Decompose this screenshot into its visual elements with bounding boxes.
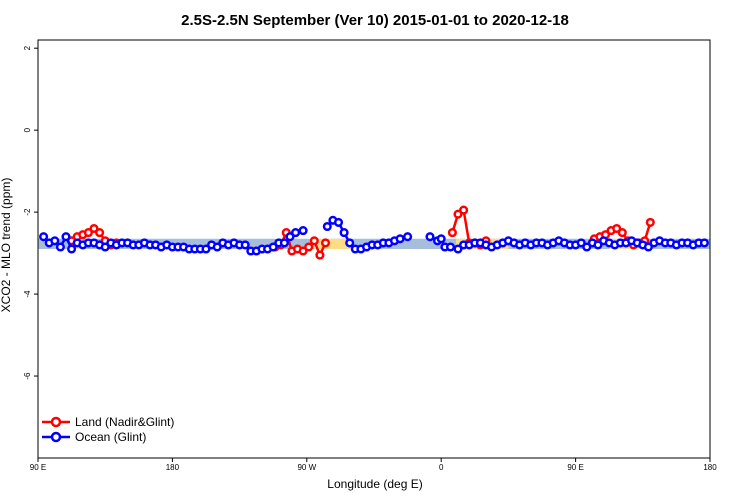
land-point [298,246,308,256]
legend-ocean-label: Ocean (Glint) [75,430,146,444]
ocean-point [345,238,355,248]
ocean-point [201,244,211,254]
x-tick-label: 0 [439,463,444,472]
ocean-point [643,242,653,252]
ocean-point [100,242,110,252]
land-point [459,205,469,215]
x-tick-label: 90 E [567,463,583,472]
y-tick-label: -6 [23,372,32,380]
ocean-point [212,242,222,252]
ocean-point [593,240,603,250]
land-point [453,209,463,219]
ocean-point [576,238,586,248]
ocean-point [67,244,77,254]
y-axis-label: XCO2 - MLO trend (ppm) [0,178,13,313]
ocean-point [268,242,278,252]
ocean-point [445,242,456,252]
series-layer [39,205,709,260]
land-point [617,228,627,238]
ocean-point [333,217,344,227]
ocean-point [285,232,295,242]
land-point [304,242,314,252]
ocean-point [453,244,463,254]
x-axis-label: Longitude (deg E) [327,477,422,491]
ocean-point [403,232,413,242]
ocean-point [582,242,592,252]
ocean-point [55,242,65,252]
y-tick-label: -4 [23,290,32,298]
y-axis: 2 0 -2 -4 -6 [23,45,38,380]
land-point [95,228,105,238]
ocean-point [240,240,250,250]
y-tick-label: 0 [23,127,32,132]
x-tick-label: 90 W [297,463,316,472]
ocean-point [322,221,332,232]
plot-frame [37,39,711,459]
legend: Land (Nadir&Glint)Ocean (Glint) [42,415,174,444]
land-point [645,217,655,227]
land-point [89,223,99,234]
ocean-point [436,234,446,244]
land-point [320,238,331,248]
ocean-point [39,232,49,242]
x-tick-label: 90 E [30,463,46,472]
legend-land-marker [50,416,62,428]
ocean-point [339,228,349,238]
ocean-point [50,236,60,246]
ocean-point [291,228,301,238]
land-point [612,223,622,234]
ocean-point [395,234,405,244]
land-point [309,236,319,246]
chart-title: 2.5S-2.5N September (Ver 10) 2015-01-01 … [181,12,569,29]
ocean-point [298,226,308,236]
x-axis: 90 E 180 90 W 0 90 E 180 [30,458,717,472]
legend-land-label: Land (Nadir&Glint) [75,415,174,429]
x-tick-label: 180 [703,463,717,472]
ocean-point [61,232,71,242]
y-tick-label: 2 [23,45,32,50]
land-point [447,228,457,238]
trend-band-2 [314,238,352,249]
land-point [315,250,325,260]
ocean-point [279,238,289,248]
ocean-point [699,238,709,248]
legend-ocean-marker [50,431,62,443]
y-tick-label: -2 [23,208,32,216]
ocean-series [39,215,709,256]
x-tick-label: 180 [166,463,180,472]
land-point [83,228,93,238]
ocean-point [425,232,435,242]
